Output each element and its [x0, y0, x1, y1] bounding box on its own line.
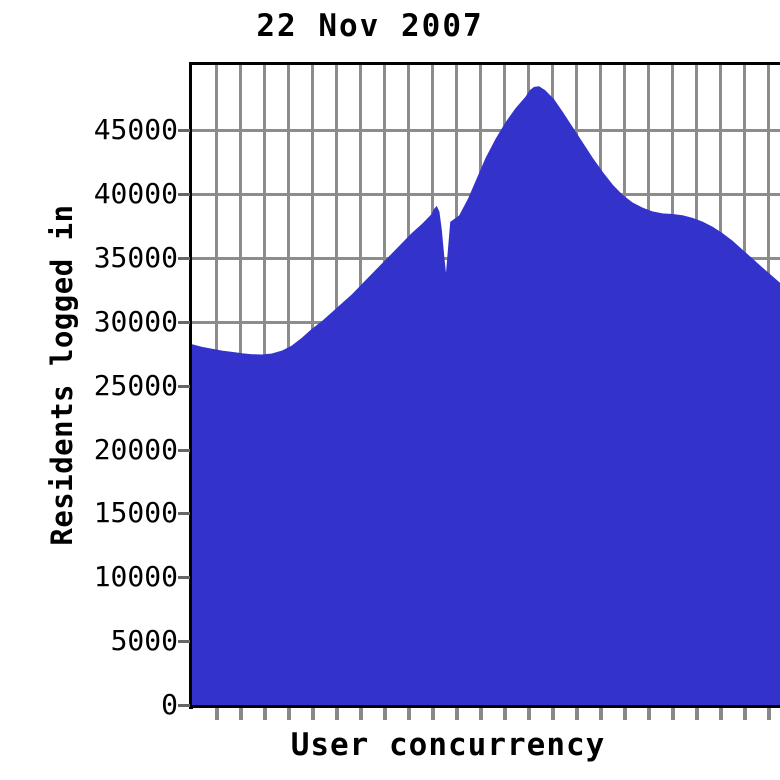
x-axis-tick-mark	[551, 708, 555, 720]
x-axis-tick-mark	[359, 708, 363, 720]
x-axis-tick-mark	[743, 708, 747, 720]
x-axis-title: User concurrency	[290, 727, 606, 763]
x-axis-line	[189, 703, 780, 708]
y-axis-tick-mark	[178, 576, 190, 580]
x-axis-tick-mark	[503, 708, 507, 720]
plot-border-top	[192, 62, 780, 66]
x-axis-tick-mark	[287, 708, 291, 720]
x-axis-tick-mark	[527, 708, 531, 720]
x-axis-tick-mark	[335, 708, 339, 720]
x-axis-tick-mark	[311, 708, 315, 720]
y-axis-tick-label: 25000	[93, 368, 178, 402]
plot-area	[192, 65, 780, 705]
plot-border-left	[189, 62, 193, 709]
chart-title: 22 Nov 2007	[256, 8, 484, 44]
y-axis-tick-mark	[178, 193, 190, 197]
x-axis-tick-mark	[431, 708, 435, 720]
y-axis-tick-label: 5000	[110, 624, 178, 658]
y-axis-tick-label: 45000	[93, 113, 178, 147]
x-axis-tick-mark	[479, 708, 483, 720]
y-axis-tick-mark	[178, 256, 190, 260]
x-axis-tick-mark	[455, 708, 459, 720]
y-axis-tick-mark	[178, 512, 190, 516]
y-axis-tick-mark	[178, 129, 190, 133]
x-axis-tick-mark	[719, 708, 723, 720]
y-axis-tick-label: 0	[161, 688, 178, 721]
x-axis-tick-mark	[239, 708, 243, 720]
y-axis-tick-mark	[178, 320, 190, 324]
x-axis-tick-mark	[383, 708, 387, 720]
horizontal-gridline	[192, 129, 780, 133]
area-series	[192, 86, 780, 705]
y-axis-tick-mark	[178, 704, 190, 707]
x-axis-tick-mark	[215, 708, 219, 720]
x-axis-tick-mark	[407, 708, 411, 720]
x-axis-tick-mark	[623, 708, 627, 720]
y-axis-tick-mark	[178, 384, 190, 388]
x-axis-tick-mark	[599, 708, 603, 720]
x-axis-tick-mark	[671, 708, 675, 720]
x-axis-tick-mark	[767, 708, 771, 720]
y-axis-tick-label: 30000	[93, 304, 178, 338]
y-axis-tick-label: 20000	[93, 432, 178, 466]
y-axis-tick-label: 10000	[93, 560, 178, 594]
x-axis-tick-mark	[695, 708, 699, 720]
y-axis-tick-label: 15000	[93, 496, 178, 530]
x-axis-tick-mark	[647, 708, 651, 720]
x-axis-tick-mark	[575, 708, 579, 720]
y-axis-tick-label: 35000	[93, 240, 178, 274]
y-axis-tick-label: 40000	[93, 177, 178, 211]
y-axis-tick-mark	[178, 640, 190, 644]
y-axis-tick-labels: 45000 40000 35000 30000 25000 20000 15000 10000…	[0, 0, 178, 780]
area-series-path	[192, 86, 780, 705]
y-axis-tick-mark	[178, 448, 190, 452]
x-axis-tick-mark	[263, 708, 267, 720]
